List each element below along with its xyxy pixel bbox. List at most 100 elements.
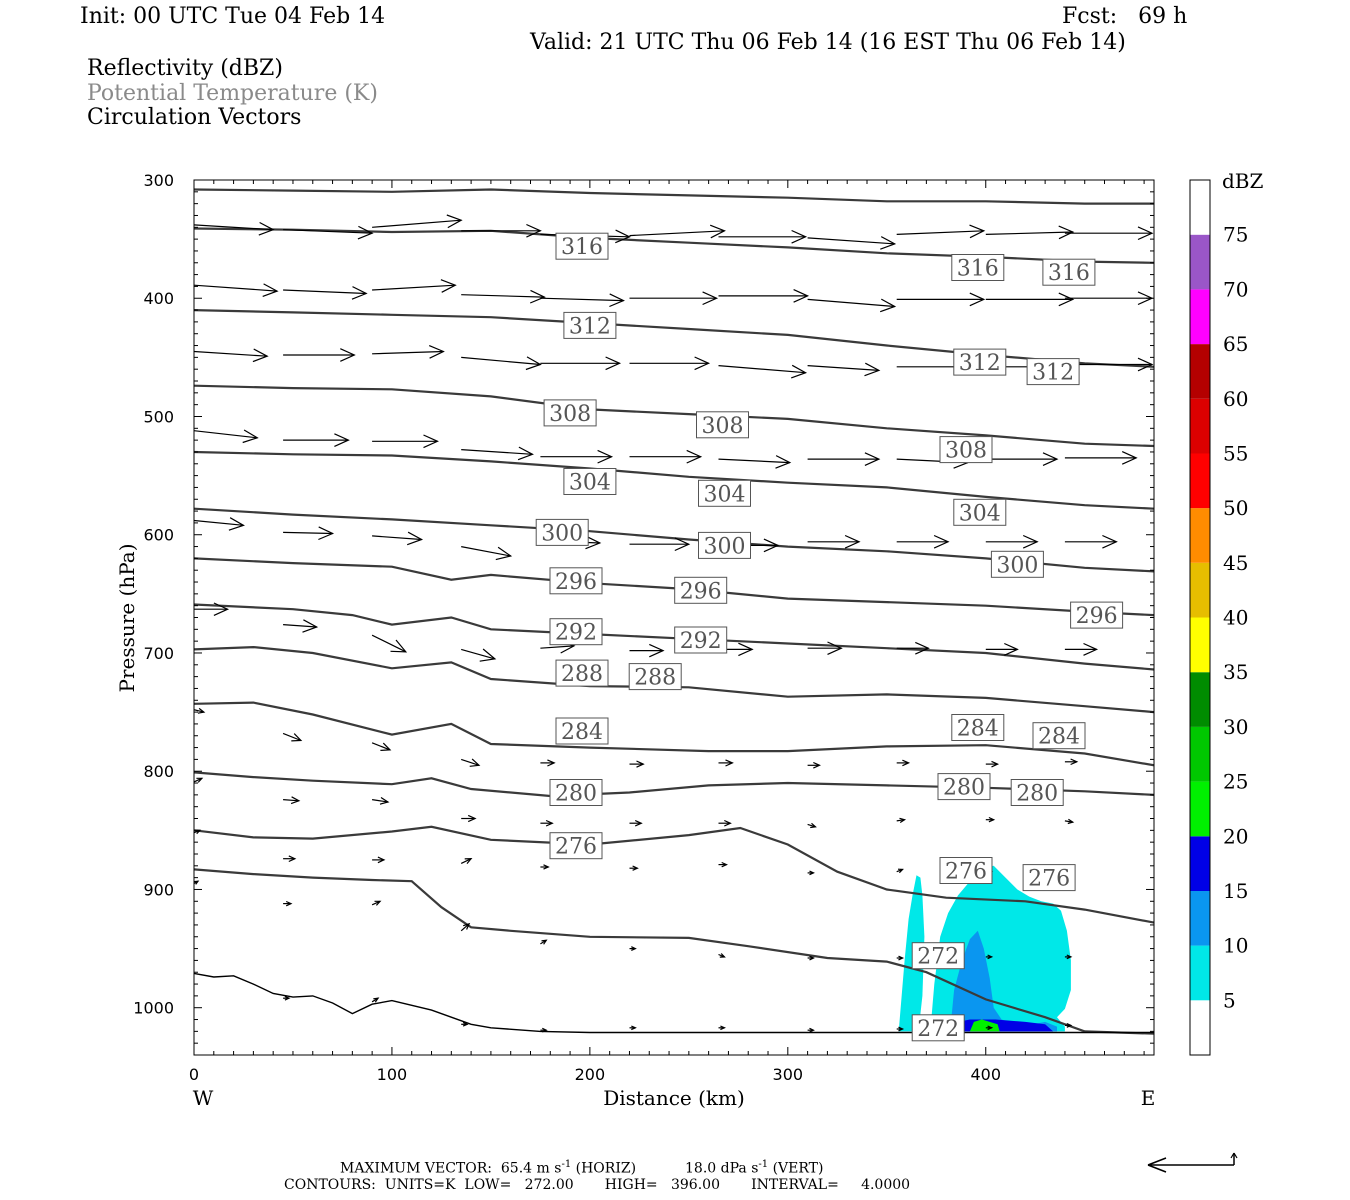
circulation-vector <box>1064 534 1118 549</box>
vert-tag: (VERT) <box>772 1160 824 1177</box>
colorbar-label: 60 <box>1223 387 1248 411</box>
circulation-vector <box>540 819 554 827</box>
circulation-vector <box>629 760 645 768</box>
y-tick-label: 600 <box>143 526 174 545</box>
circulation-vector <box>807 1027 815 1033</box>
circulation-vector <box>629 643 665 658</box>
x-tick-label: 100 <box>377 1065 408 1084</box>
circulation-vector <box>372 279 457 293</box>
contour-label-text: 308 <box>945 439 987 464</box>
circulation-vector <box>807 870 815 876</box>
contour-label-text: 304 <box>959 501 1001 526</box>
contour-label-text: 280 <box>943 776 985 801</box>
circulation-vector <box>985 816 996 823</box>
contour-label-text: 276 <box>555 835 597 860</box>
circulation-vector <box>629 449 703 464</box>
colorbar-swatch <box>1190 398 1210 454</box>
circulation-vector <box>985 534 1039 549</box>
colorbar-label: 30 <box>1223 715 1248 739</box>
colorbar-swatch <box>1190 836 1210 891</box>
circulation-vector <box>896 759 911 767</box>
y-axis-label: Pressure (hPa) <box>115 544 139 693</box>
colorbar: 5 10 15 20 25 30 35 40 45 50 55 60 65 70 75 <box>1189 179 1248 1056</box>
circulation-vector <box>896 817 907 824</box>
circulation-vector <box>718 953 726 958</box>
circulation-vector <box>194 777 204 783</box>
colorbar-unit: dBZ <box>1222 169 1264 193</box>
contour-label: 288 <box>628 663 682 691</box>
circulation-vector <box>194 602 230 616</box>
circulation-vector <box>283 526 335 541</box>
init-time: Init: 00 UTC Tue 04 Feb 14 <box>80 4 386 29</box>
contour-label: 272 <box>911 1014 965 1042</box>
theta-contour-280 <box>194 771 1154 798</box>
circulation-vector <box>1064 818 1075 825</box>
contour-label: 304 <box>953 498 1007 526</box>
circulation-vector <box>372 345 445 359</box>
contour-labels: 316 316 316 312 312 312 308 308 308 304 304 304 300 3… <box>535 232 1124 1042</box>
theta-contour-308 <box>194 384 1154 448</box>
circulation-vector <box>896 534 950 549</box>
circulation-vector <box>629 537 691 552</box>
circulation-vector <box>283 348 356 362</box>
circulation-vector <box>807 298 897 313</box>
contour-label-text: 316 <box>1048 261 1090 286</box>
contour-label: 308 <box>543 399 597 427</box>
circulation-vector <box>896 1026 905 1032</box>
contour-label: 280 <box>1010 779 1064 807</box>
max-vector-line: MAXIMUM VECTOR: 65.4 m s-1 (HORIZ) 18.0 … <box>340 1160 823 1176</box>
contour-label-text: 280 <box>555 782 597 807</box>
circulation-vectors <box>194 214 1154 1033</box>
circulation-vector <box>985 760 1000 768</box>
contour-label-text: 316 <box>957 257 999 282</box>
contour-label-text: 300 <box>704 534 746 559</box>
contour-label-text: 296 <box>1076 604 1118 629</box>
theta-contour-304 <box>194 450 1154 510</box>
circulation-vector <box>985 642 1019 656</box>
circulation-vector <box>807 761 821 769</box>
circulation-vector <box>807 534 861 549</box>
colorbar-label: 5 <box>1223 988 1236 1012</box>
circulation-vector <box>540 1027 548 1033</box>
axes: 0 100 200 300 400 300 400 500 600 700 800 900 1000 <box>133 171 1154 1084</box>
circulation-vector <box>629 819 643 827</box>
x-axis-label: Distance (km) <box>603 1086 745 1110</box>
contour-label: 296 <box>674 576 728 604</box>
contour-info: CONTOURS: UNITS=K LOW= 272.00 HIGH= 396.… <box>284 1177 911 1193</box>
circulation-vector <box>194 429 259 444</box>
circulation-vector <box>283 995 291 1001</box>
circulation-vector <box>194 221 275 236</box>
field-circulation-vectors: Circulation Vectors <box>87 105 302 130</box>
field-reflectivity: Reflectivity (dBZ) <box>87 56 283 81</box>
west-label: W <box>193 1086 214 1110</box>
circulation-vector <box>718 759 734 767</box>
circulation-vector <box>461 1021 469 1027</box>
theta-contour-312 <box>194 309 1154 368</box>
theta-contour-292 <box>194 603 1154 671</box>
contour-label: 288 <box>555 659 609 687</box>
contour-label: 300 <box>990 550 1044 578</box>
colorbar-label: 70 <box>1223 277 1248 301</box>
circulation-vector <box>540 293 625 308</box>
circulation-vector <box>629 946 637 951</box>
circulation-vector <box>371 900 382 906</box>
circulation-vector <box>718 819 732 827</box>
circulation-vector <box>283 619 319 633</box>
contour-label: 308 <box>696 411 749 439</box>
contour-label: 316 <box>555 232 609 260</box>
circulation-vector <box>896 955 905 961</box>
circulation-vector <box>896 224 986 239</box>
circulation-vector <box>718 861 728 868</box>
colorbar-swatch <box>1190 562 1210 618</box>
terrain-line <box>194 972 1154 1034</box>
circulation-vector <box>194 348 269 363</box>
colorbar-label: 65 <box>1223 332 1248 356</box>
circulation-vector <box>372 796 390 805</box>
theta-contour-320 <box>194 188 1154 205</box>
contour-label-text: 284 <box>1038 725 1080 750</box>
colorbar-label: 25 <box>1223 770 1248 794</box>
x-tick-label: 300 <box>773 1065 804 1084</box>
circulation-vector <box>194 707 206 714</box>
circulation-vector <box>540 864 550 870</box>
circulation-vector <box>461 356 542 371</box>
